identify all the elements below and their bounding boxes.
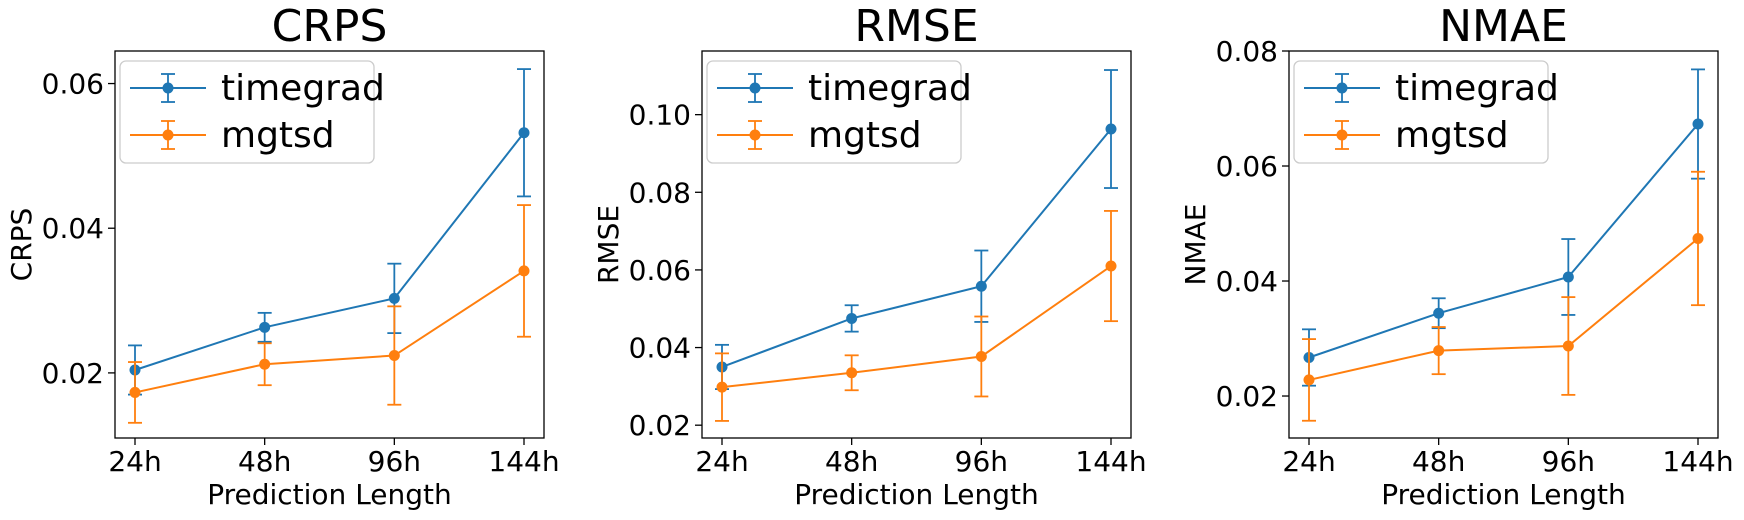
y-tick-label: 0.04 bbox=[629, 332, 691, 365]
data-point-mgtsd bbox=[1562, 340, 1574, 352]
x-tick-label: 96h bbox=[1542, 445, 1595, 478]
x-axis-label: Prediction Length bbox=[794, 478, 1039, 511]
chart-title: CRPS bbox=[272, 1, 388, 52]
legend-box bbox=[706, 60, 962, 164]
x-tick-label: 24h bbox=[695, 445, 748, 478]
x-tick-label: 24h bbox=[1282, 445, 1335, 478]
y-tick-label: 0.02 bbox=[629, 409, 691, 442]
x-tick-label: 144h bbox=[488, 445, 559, 478]
data-point-mgtsd bbox=[259, 358, 271, 370]
x-tick-label: 96h bbox=[955, 445, 1008, 478]
data-point-mgtsd bbox=[518, 265, 530, 277]
x-tick-label: 144h bbox=[1075, 445, 1146, 478]
y-tick-label: 0.06 bbox=[42, 68, 104, 101]
legend-marker bbox=[1336, 129, 1348, 141]
y-tick-label: 0.08 bbox=[1216, 35, 1278, 68]
data-point-mgtsd bbox=[1303, 374, 1315, 386]
legend-label: mgtsd bbox=[808, 115, 922, 156]
legend-marker bbox=[162, 129, 174, 141]
legend-label: mgtsd bbox=[221, 115, 335, 156]
series-line-timegrad bbox=[1308, 123, 1699, 359]
y-tick-label: 0.04 bbox=[42, 212, 104, 245]
series-line-mgtsd bbox=[1308, 237, 1699, 381]
series-mgtsd bbox=[128, 204, 531, 424]
y-tick-label: 0.02 bbox=[1216, 380, 1278, 413]
x-tick-label: 48h bbox=[238, 445, 291, 478]
data-point-timegrad bbox=[1692, 118, 1704, 130]
legend-label: timegrad bbox=[1395, 68, 1559, 109]
legend-entry-mgtsd: mgtsd bbox=[130, 115, 335, 156]
chart-panel-crps: CRPS 24h 48h 96h 144h 0.02 0.04 0.06 Prediction … bbox=[5, 1, 560, 511]
x-axis-label: Prediction Length bbox=[207, 478, 452, 511]
chart-panel-rmse: RMSE 24h 48h 96h 144h 0.02 0.04 0.06 0.08 0.10 Pre… bbox=[592, 1, 1147, 511]
legend-entry-timegrad: timegrad bbox=[1304, 68, 1559, 109]
legend-marker bbox=[162, 82, 174, 94]
chart-title: RMSE bbox=[854, 1, 978, 52]
y-tick-label: 0.10 bbox=[629, 99, 691, 132]
data-point-mgtsd bbox=[975, 350, 987, 362]
plot-frame bbox=[114, 50, 545, 439]
x-tick-label: 144h bbox=[1662, 445, 1733, 478]
series-line-timegrad bbox=[721, 128, 1112, 368]
legend-marker bbox=[1336, 82, 1348, 94]
data-point-timegrad bbox=[975, 280, 987, 292]
legend-entry-mgtsd: mgtsd bbox=[1304, 115, 1509, 156]
legend-entry-timegrad: timegrad bbox=[130, 68, 385, 109]
y-tick-label: 0.06 bbox=[1216, 150, 1278, 183]
data-point-timegrad bbox=[1562, 271, 1574, 283]
x-axis-label: Prediction Length bbox=[1381, 478, 1626, 511]
data-point-timegrad bbox=[259, 321, 271, 333]
data-point-timegrad bbox=[1105, 123, 1117, 135]
data-point-mgtsd bbox=[129, 386, 141, 398]
legend-box bbox=[1293, 60, 1549, 164]
legend-box bbox=[119, 60, 375, 164]
y-axis-label: RMSE bbox=[592, 205, 625, 284]
plot-frame bbox=[1288, 50, 1719, 439]
legend-marker bbox=[749, 82, 761, 94]
series-mgtsd bbox=[1302, 170, 1705, 422]
legend: timegrad mgtsd bbox=[1293, 60, 1559, 164]
data-point-timegrad bbox=[518, 127, 530, 139]
plot-frame bbox=[701, 50, 1132, 439]
legend-label: timegrad bbox=[221, 68, 385, 109]
data-point-mgtsd bbox=[1105, 260, 1117, 272]
y-axis-label: CRPS bbox=[5, 208, 38, 282]
chart-panel-nmae: NMAE 24h 48h 96h 144h 0.02 0.04 0.06 0.08 Predict… bbox=[1179, 1, 1734, 511]
chart-title: NMAE bbox=[1439, 1, 1568, 52]
legend-label: mgtsd bbox=[1395, 115, 1509, 156]
data-point-mgtsd bbox=[1433, 345, 1445, 357]
legend: timegrad mgtsd bbox=[706, 60, 972, 164]
series-line-mgtsd bbox=[721, 265, 1112, 389]
x-tick-label: 48h bbox=[825, 445, 878, 478]
legend-entry-timegrad: timegrad bbox=[717, 68, 972, 109]
x-tick-label: 48h bbox=[1412, 445, 1465, 478]
y-tick-label: 0.04 bbox=[1216, 265, 1278, 298]
y-tick-label: 0.08 bbox=[629, 176, 691, 209]
data-point-timegrad bbox=[846, 312, 858, 324]
y-tick-label: 0.06 bbox=[629, 254, 691, 287]
legend-marker bbox=[749, 129, 761, 141]
data-point-mgtsd bbox=[846, 367, 858, 379]
series-line-timegrad bbox=[134, 132, 525, 371]
x-tick-label: 24h bbox=[108, 445, 161, 478]
series-mgtsd bbox=[715, 210, 1118, 422]
x-tick-label: 96h bbox=[368, 445, 421, 478]
legend: timegrad mgtsd bbox=[119, 60, 385, 164]
data-point-mgtsd bbox=[716, 381, 728, 393]
y-tick-label: 0.02 bbox=[42, 357, 104, 390]
data-point-mgtsd bbox=[1692, 232, 1704, 244]
series-line-mgtsd bbox=[134, 270, 525, 394]
data-point-timegrad bbox=[388, 292, 400, 304]
data-point-timegrad bbox=[1433, 307, 1445, 319]
legend-entry-mgtsd: mgtsd bbox=[717, 115, 922, 156]
y-axis-label: NMAE bbox=[1179, 204, 1212, 286]
legend-label: timegrad bbox=[808, 68, 972, 109]
data-point-mgtsd bbox=[388, 350, 400, 362]
